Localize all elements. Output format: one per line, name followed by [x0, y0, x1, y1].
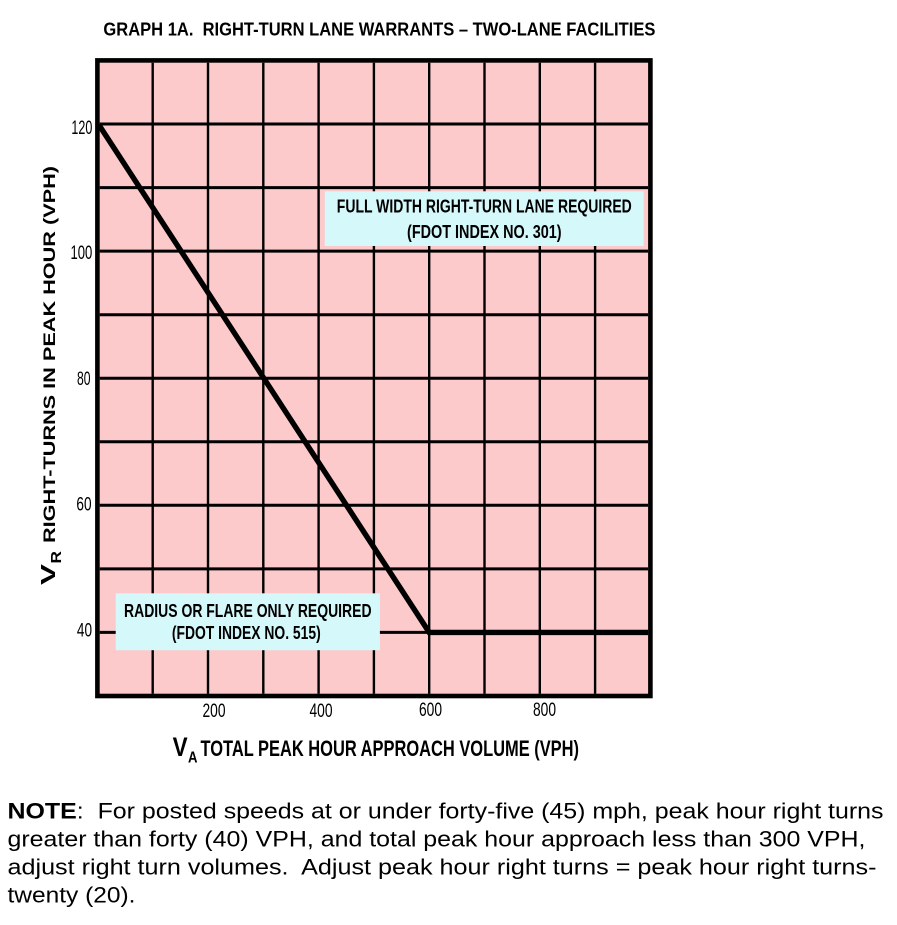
svg-text:FULL WIDTH RIGHT-TURN LANE REQ: FULL WIDTH RIGHT-TURN LANE REQUIRED — [337, 197, 632, 217]
svg-text:800: 800 — [533, 699, 556, 721]
svg-text:V: V — [37, 564, 60, 585]
svg-text:60: 60 — [76, 494, 91, 516]
svg-text:adjust right turn volumes. Ad: adjust right turn volumes. Adjust peak h… — [8, 855, 877, 880]
svg-text:400: 400 — [310, 700, 333, 722]
svg-text:NOTE: For posted speeds at or: NOTE: For posted speeds at or under fort… — [8, 799, 884, 824]
svg-text:GRAPH 1A. RIGHT-TURN LANE WAR: GRAPH 1A. RIGHT-TURN LANE WARRANTS – TWO… — [103, 18, 655, 39]
svg-text:(FDOT INDEX NO. 301): (FDOT INDEX NO. 301) — [407, 222, 562, 242]
svg-text:R: R — [49, 550, 65, 563]
svg-text:80: 80 — [77, 368, 91, 390]
svg-text:40: 40 — [77, 620, 92, 642]
svg-text:greater than forty (40) VPH, a: greater than forty (40) VPH, and total p… — [8, 827, 866, 852]
svg-text:600: 600 — [419, 699, 442, 721]
svg-text:RIGHT-TURNS IN PEAK HOUR (VPH): RIGHT-TURNS IN PEAK HOUR (VPH) — [40, 166, 59, 543]
svg-text:twenty (20).: twenty (20). — [8, 883, 136, 908]
svg-text:V: V — [173, 732, 188, 762]
svg-text:TOTAL PEAK HOUR APPROACH VOLUM: TOTAL PEAK HOUR APPROACH VOLUME (VPH) — [201, 736, 580, 761]
svg-text:RADIUS OR FLARE ONLY REQUIRED: RADIUS OR FLARE ONLY REQUIRED — [124, 601, 372, 621]
svg-text:120: 120 — [71, 117, 92, 139]
svg-text:100: 100 — [71, 242, 93, 264]
svg-text:(FDOT INDEX NO. 515): (FDOT INDEX NO. 515) — [172, 623, 321, 643]
svg-text:A: A — [188, 750, 198, 767]
svg-text:200: 200 — [203, 700, 226, 722]
